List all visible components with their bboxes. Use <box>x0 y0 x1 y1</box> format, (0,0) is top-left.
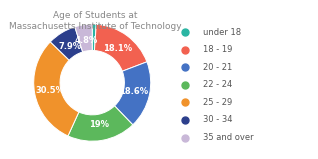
Wedge shape <box>75 24 92 52</box>
Text: 18.6%: 18.6% <box>119 87 149 97</box>
Wedge shape <box>34 42 79 136</box>
Wedge shape <box>94 24 147 71</box>
Text: 19%: 19% <box>89 120 109 129</box>
Text: 18.1%: 18.1% <box>103 44 132 53</box>
Wedge shape <box>50 27 83 60</box>
Text: 30.5%: 30.5% <box>36 86 65 95</box>
Text: 18 - 19: 18 - 19 <box>203 45 233 54</box>
Text: 35 and over: 35 and over <box>203 133 254 142</box>
Text: under 18: under 18 <box>203 28 241 37</box>
Wedge shape <box>114 62 151 125</box>
Text: 25 - 29: 25 - 29 <box>203 98 232 107</box>
Text: 30 - 34: 30 - 34 <box>203 115 233 124</box>
Text: 22 - 24: 22 - 24 <box>203 80 232 89</box>
Text: 7.9%: 7.9% <box>58 42 81 51</box>
Wedge shape <box>68 106 133 141</box>
Wedge shape <box>92 24 96 51</box>
Text: 20 - 21: 20 - 21 <box>203 63 232 72</box>
Text: Age of Students at
Massachusetts Institute of Technology: Age of Students at Massachusetts Institu… <box>9 11 182 31</box>
Text: 4.8%: 4.8% <box>74 36 97 45</box>
